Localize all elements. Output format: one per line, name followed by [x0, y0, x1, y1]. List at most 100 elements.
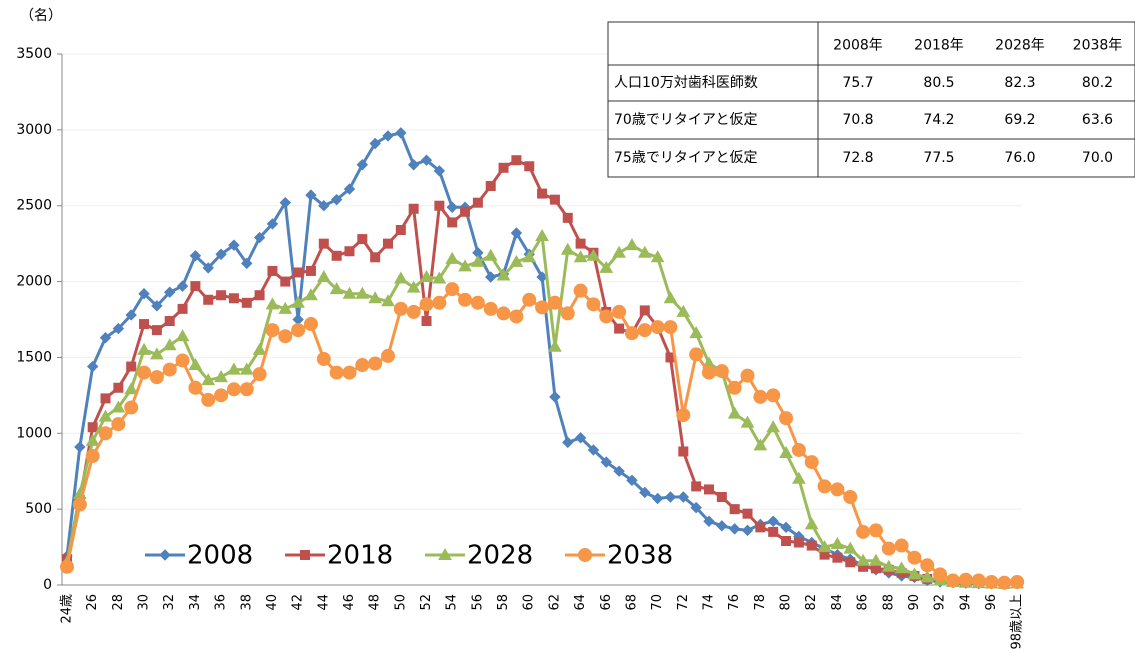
- data-point: [612, 304, 627, 319]
- data-point: [202, 262, 214, 274]
- y-axis-label: （名）: [20, 8, 62, 24]
- data-point: [369, 137, 381, 150]
- data-point: [575, 238, 586, 249]
- data-point: [383, 238, 393, 249]
- table-frame: [607, 21, 1135, 178]
- data-point: [881, 541, 896, 556]
- data-point: [291, 295, 305, 308]
- data-point: [150, 347, 164, 360]
- data-point: [663, 291, 678, 304]
- x-tick-label: 80: [779, 594, 794, 611]
- x-tick-label: 66: [599, 594, 614, 611]
- x-tick-label: 50: [393, 594, 408, 611]
- data-point: [650, 320, 665, 335]
- data-point: [689, 326, 704, 339]
- data-point: [228, 239, 240, 251]
- data-point: [573, 283, 588, 298]
- data-point: [280, 276, 291, 287]
- data-point: [370, 252, 381, 263]
- data-point: [98, 409, 113, 422]
- data-point: [124, 400, 139, 415]
- data-point: [678, 446, 689, 457]
- x-tick-label: 92: [933, 594, 948, 611]
- x-tick-label: 40: [265, 594, 280, 611]
- data-point: [318, 200, 330, 212]
- data-point: [729, 504, 740, 515]
- data-point: [124, 382, 139, 395]
- data-point: [137, 342, 151, 355]
- data-point: [894, 561, 909, 574]
- table-cell: 70.0: [1082, 150, 1113, 166]
- data-point: [177, 303, 188, 314]
- data-point: [329, 282, 344, 295]
- data-point: [111, 417, 126, 432]
- data-point: [779, 446, 793, 459]
- data-point: [740, 368, 755, 383]
- data-point: [498, 162, 509, 173]
- data-point: [445, 282, 460, 297]
- data-point: [485, 180, 496, 191]
- data-point: [522, 250, 537, 263]
- x-tick-label: 82: [804, 594, 819, 611]
- x-tick-label: 96: [984, 594, 999, 611]
- legend-label: 2008: [187, 541, 253, 571]
- data-point: [907, 550, 922, 565]
- data-point: [126, 361, 137, 372]
- table-header: 2028年: [995, 38, 1045, 54]
- data-point: [279, 196, 291, 209]
- data-point: [125, 309, 137, 321]
- data-point: [216, 290, 227, 301]
- x-tick-label: 48: [368, 594, 383, 611]
- y-tick-label: 1000: [16, 425, 52, 441]
- data-point: [445, 251, 460, 264]
- data-point: [856, 553, 870, 566]
- x-tick-label: 76: [727, 594, 742, 611]
- data-point: [485, 271, 497, 283]
- data-point: [227, 362, 241, 375]
- data-point: [241, 257, 253, 270]
- data-point: [368, 356, 383, 371]
- data-point: [316, 351, 331, 366]
- data-point: [1010, 574, 1025, 589]
- data-point: [470, 295, 485, 310]
- data-point: [702, 365, 716, 380]
- data-point: [716, 520, 728, 532]
- legend-label: 2028: [467, 541, 533, 571]
- data-point: [98, 426, 113, 441]
- data-point: [433, 165, 446, 177]
- data-point: [458, 259, 472, 272]
- data-point: [781, 536, 792, 547]
- data-point: [305, 189, 317, 201]
- data-point: [483, 248, 498, 261]
- table-header: 2038年: [1073, 38, 1123, 54]
- data-point: [958, 572, 973, 587]
- data-point: [305, 265, 316, 276]
- data-point: [612, 245, 626, 258]
- table-cell: 75.7: [842, 75, 873, 91]
- data-point: [599, 309, 614, 324]
- data-point: [458, 292, 473, 307]
- data-point: [460, 206, 471, 217]
- x-tick-label: 62: [547, 594, 562, 611]
- series-line: [65, 287, 1018, 585]
- data-point: [291, 323, 306, 338]
- table-cell: 76.0: [1004, 150, 1035, 166]
- data-point: [472, 197, 483, 208]
- data-point: [971, 573, 986, 588]
- data-point: [393, 271, 408, 284]
- data-point: [113, 382, 124, 393]
- data-point: [111, 400, 126, 413]
- data-point: [164, 286, 176, 298]
- data-point: [139, 319, 150, 330]
- data-point: [228, 293, 239, 304]
- data-point: [704, 484, 714, 495]
- data-point: [768, 526, 779, 537]
- data-point: [342, 286, 357, 299]
- table-header: 2018年: [914, 38, 964, 54]
- table-header: 2008年: [833, 38, 883, 54]
- data-point: [767, 515, 779, 527]
- data-point: [510, 227, 523, 239]
- data-point: [201, 373, 216, 386]
- table-row-label: 人口10万対歯科医師数: [614, 75, 758, 91]
- data-point: [149, 370, 164, 385]
